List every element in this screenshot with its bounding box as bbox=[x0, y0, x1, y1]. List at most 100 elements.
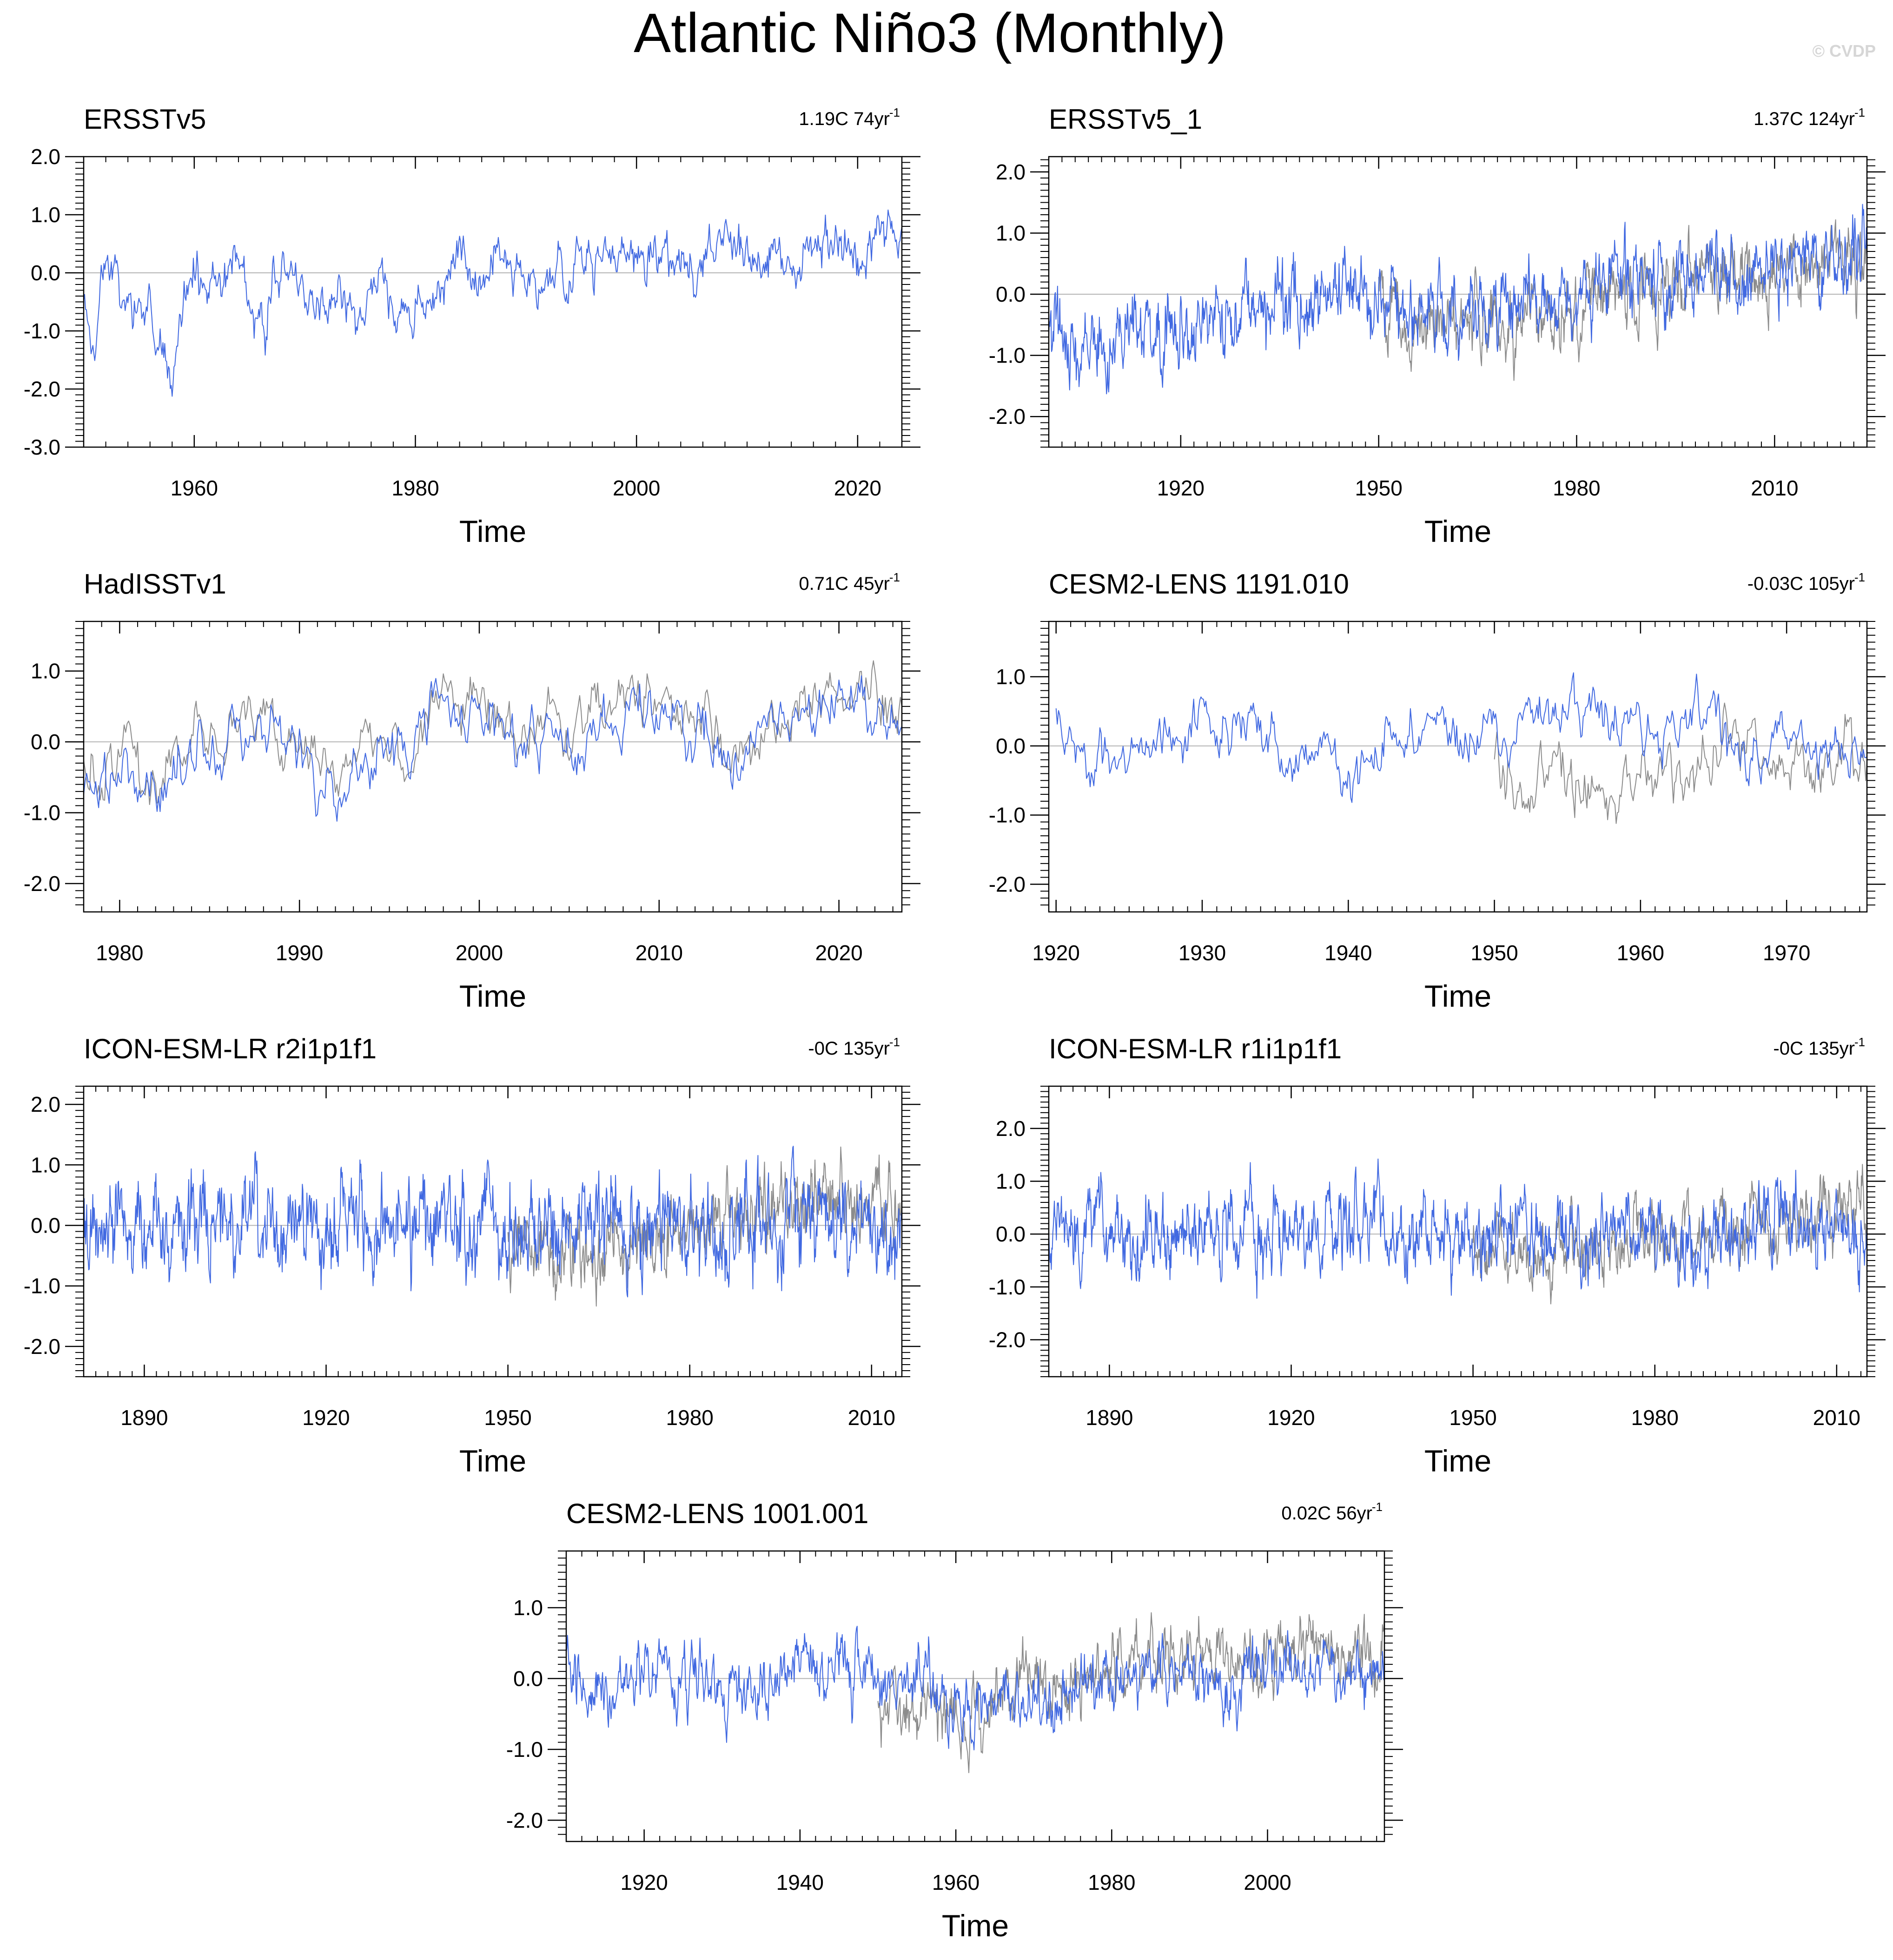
x-tick-label: 1930 bbox=[1178, 941, 1226, 965]
y-tick-label: 1.0 bbox=[996, 1169, 1026, 1194]
panel-title: CESM2-LENS 1191.010 bbox=[1049, 568, 1349, 600]
y-tick-label: 0.0 bbox=[31, 261, 60, 285]
cvdp-watermark: © CVDP bbox=[1812, 41, 1876, 60]
trend-stat-exponent: -1 bbox=[1854, 1035, 1865, 1049]
trend-stat: 0.71C 45yr bbox=[799, 574, 890, 594]
y-tick-label: -2.0 bbox=[24, 377, 60, 401]
x-tick-label: 2000 bbox=[613, 476, 660, 500]
series-line-model bbox=[1055, 672, 1867, 803]
plot-frame bbox=[1048, 1085, 1868, 1378]
panel-title: ERSSTv5_1 bbox=[1049, 104, 1202, 135]
x-axis-label: Time bbox=[1424, 1444, 1491, 1478]
x-axis-label: Time bbox=[942, 1908, 1009, 1943]
series-line-model bbox=[566, 1625, 1385, 1750]
panel-cesm2-lens-1191-010: CESM2-LENS 1191.010 -0.03C 105yr-1 1920 193… bbox=[989, 568, 1886, 1013]
x-tick-label: 2020 bbox=[815, 941, 862, 965]
panel-title: HadISSTv1 bbox=[84, 568, 226, 600]
x-tick-label: 1950 bbox=[1355, 476, 1403, 500]
y-tick-label: -3.0 bbox=[24, 435, 60, 459]
y-tick-label: -1.0 bbox=[24, 1274, 60, 1298]
x-tick-label: 1950 bbox=[484, 1406, 531, 1430]
x-tick-label: 2020 bbox=[834, 476, 881, 500]
trend-stat: -0.03C 105yr bbox=[1747, 574, 1855, 594]
series-line-reference bbox=[507, 1146, 902, 1307]
x-tick-label: 1990 bbox=[276, 941, 323, 965]
series-line-model bbox=[1048, 1158, 1867, 1299]
x-tick-label: 1920 bbox=[1033, 941, 1080, 965]
x-tick-label: 1890 bbox=[1085, 1406, 1133, 1430]
x-tick-label: 2010 bbox=[1813, 1406, 1860, 1430]
trend-stat-exponent: -1 bbox=[889, 1035, 900, 1049]
panel-ersstv5: ERSSTv5 1.19C 74yr-1 1960 1980 2000 2020 -3.0 -… bbox=[24, 104, 920, 548]
x-tick-label: 1950 bbox=[1470, 941, 1518, 965]
x-tick-label: 2000 bbox=[456, 941, 503, 965]
figure-title: Atlantic Niño3 (Monthly) bbox=[634, 2, 1226, 64]
x-tick-label: 1980 bbox=[1553, 476, 1600, 500]
panel-title: CESM2-LENS 1001.001 bbox=[566, 1498, 868, 1529]
panel-title: ICON-ESM-LR r1i1p1f1 bbox=[1049, 1033, 1342, 1064]
x-tick-label: 1980 bbox=[1631, 1406, 1679, 1430]
y-tick-label: -1.0 bbox=[506, 1737, 543, 1762]
y-tick-label: 0.0 bbox=[996, 734, 1026, 758]
y-tick-label: -2.0 bbox=[24, 1334, 60, 1359]
trend-stat-exponent: -1 bbox=[1854, 570, 1865, 584]
y-tick-label: 1.0 bbox=[513, 1596, 543, 1620]
y-tick-label: -2.0 bbox=[989, 872, 1026, 896]
panel-icon-esm-lr-r1i1p1f1: ICON-ESM-LR r1i1p1f1 -0C 135yr-1 1890 1920 1… bbox=[989, 1033, 1886, 1478]
x-axis-label: Time bbox=[459, 514, 526, 548]
x-tick-label: 1920 bbox=[1267, 1406, 1315, 1430]
series-line-reference bbox=[1494, 702, 1867, 824]
panel-title: ICON-ESM-LR r2i1p1f1 bbox=[84, 1033, 377, 1064]
y-tick-label: 2.0 bbox=[996, 1116, 1026, 1141]
y-tick-label: -1.0 bbox=[989, 803, 1026, 827]
trend-stat-exponent: -1 bbox=[889, 570, 900, 584]
plot-frame bbox=[83, 620, 903, 913]
y-tick-label: -2.0 bbox=[24, 871, 60, 896]
x-tick-label: 2000 bbox=[1244, 1870, 1291, 1894]
plot-frame bbox=[565, 1550, 1385, 1842]
x-tick-label: 2010 bbox=[635, 941, 683, 965]
series-line-reference bbox=[1472, 1164, 1867, 1305]
trend-stat-exponent: -1 bbox=[1372, 1500, 1383, 1514]
plot-frame bbox=[83, 1085, 903, 1378]
y-tick-label: -1.0 bbox=[989, 343, 1026, 368]
x-axis-label: Time bbox=[459, 979, 526, 1013]
plot-frame bbox=[1048, 620, 1868, 913]
panel-hadisstv1: HadISSTv1 0.71C 45yr-1 1980 1990 2000 2010 202… bbox=[24, 568, 920, 1013]
x-tick-label: 1960 bbox=[1617, 941, 1664, 965]
y-tick-label: -1.0 bbox=[989, 1275, 1026, 1299]
x-axis-label: Time bbox=[1424, 514, 1491, 548]
panel-icon-esm-lr-r2i1p1f1: ICON-ESM-LR r2i1p1f1 -0C 135yr-1 1890 1920 1… bbox=[24, 1033, 920, 1478]
x-tick-label: 1970 bbox=[1763, 941, 1810, 965]
y-tick-label: 1.0 bbox=[996, 221, 1026, 245]
x-tick-label: 1960 bbox=[932, 1870, 980, 1894]
x-tick-label: 1940 bbox=[776, 1870, 824, 1894]
trend-stat-exponent: -1 bbox=[1854, 106, 1865, 119]
y-tick-label: 0.0 bbox=[996, 282, 1026, 306]
y-tick-label: -2.0 bbox=[989, 404, 1026, 429]
y-tick-label: -2.0 bbox=[989, 1327, 1026, 1352]
y-tick-label: -1.0 bbox=[24, 319, 60, 343]
series-line-model bbox=[83, 675, 902, 822]
trend-stat: -0C 135yr bbox=[808, 1038, 890, 1059]
panel-ersstv5-1: ERSSTv5_1 1.37C 124yr-1 1920 1950 1980 2010 -2… bbox=[989, 104, 1886, 548]
y-tick-label: 2.0 bbox=[31, 145, 60, 169]
trend-stat: 0.02C 56yr bbox=[1281, 1503, 1372, 1524]
x-tick-label: 1890 bbox=[120, 1406, 168, 1430]
panel-title: ERSSTv5 bbox=[84, 104, 206, 135]
x-axis-label: Time bbox=[459, 1444, 526, 1478]
plot-frame bbox=[1048, 156, 1868, 448]
plot-frame bbox=[83, 156, 903, 448]
x-tick-label: 1980 bbox=[666, 1406, 714, 1430]
x-tick-label: 2010 bbox=[1751, 476, 1798, 500]
trend-stat-exponent: -1 bbox=[889, 106, 900, 119]
y-tick-label: 1.0 bbox=[31, 203, 60, 227]
x-tick-label: 1980 bbox=[96, 941, 143, 965]
trend-stat: -0C 135yr bbox=[1773, 1038, 1855, 1059]
y-tick-label: 2.0 bbox=[31, 1092, 60, 1116]
y-tick-label: 1.0 bbox=[31, 659, 60, 683]
panel-cesm2-lens-1001-001: CESM2-LENS 1001.001 0.02C 56yr-1 1920 1940 1… bbox=[506, 1498, 1403, 1943]
x-tick-label: 1920 bbox=[1157, 476, 1205, 500]
y-tick-label: 0.0 bbox=[996, 1222, 1026, 1246]
x-tick-label: 1980 bbox=[1088, 1870, 1135, 1894]
